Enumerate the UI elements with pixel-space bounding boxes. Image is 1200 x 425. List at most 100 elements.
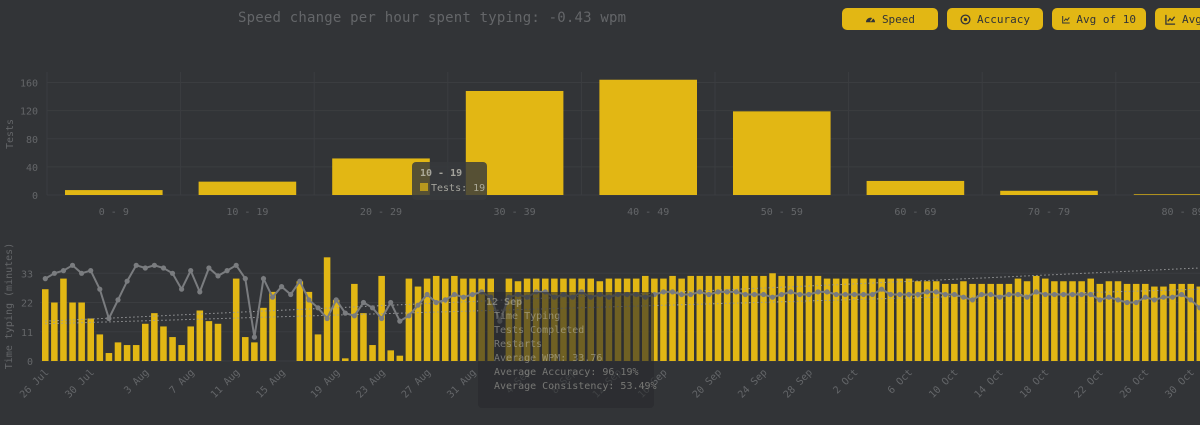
wpm-point bbox=[697, 289, 703, 295]
wpm-point bbox=[851, 291, 858, 298]
wpm-point bbox=[1069, 291, 1076, 298]
wpm-point bbox=[788, 289, 794, 295]
x-tick-label: 23 Aug bbox=[354, 367, 387, 400]
time-typing-bar bbox=[305, 291, 313, 361]
time-typing-bar bbox=[42, 289, 49, 361]
time-typing-bar bbox=[1132, 283, 1140, 361]
wpm-point bbox=[1060, 291, 1067, 298]
time-typing-bar bbox=[351, 283, 358, 361]
wpm-point bbox=[251, 334, 257, 340]
time-typing-bar bbox=[251, 342, 258, 361]
time-typing-bar bbox=[369, 345, 376, 361]
time-typing-bar bbox=[1196, 286, 1200, 361]
wpm-point bbox=[833, 291, 839, 298]
y-tick-label: 40 bbox=[26, 163, 38, 174]
line-chart-icon bbox=[1165, 14, 1176, 25]
time-typing-bar bbox=[323, 257, 331, 361]
time-typing-bar bbox=[51, 302, 58, 361]
hover-tooltip: 10 - 19 Tests: 19 bbox=[412, 162, 487, 200]
accuracy-button[interactable]: Accuracy bbox=[947, 8, 1043, 30]
time-typing-bar bbox=[905, 278, 913, 361]
time-typing-bar bbox=[442, 278, 449, 361]
wpm-point bbox=[242, 276, 248, 282]
target-icon bbox=[960, 13, 971, 25]
wpm-point bbox=[160, 265, 167, 271]
line-chart-icon bbox=[1062, 15, 1070, 23]
avg-of-10-button[interactable]: Avg of 10 bbox=[1052, 8, 1146, 30]
x-tick-label: 22 Oct bbox=[1073, 367, 1106, 400]
speed-button[interactable]: Speed bbox=[842, 8, 938, 30]
wpm-point bbox=[224, 268, 230, 274]
wpm-point bbox=[79, 270, 85, 276]
time-typing-bar bbox=[187, 326, 194, 361]
time-typing-bar bbox=[723, 275, 731, 361]
time-typing-bar bbox=[142, 323, 149, 361]
wpm-point bbox=[715, 289, 721, 295]
time-typing-bar bbox=[714, 275, 722, 361]
wpm-point bbox=[169, 270, 176, 276]
tooltip-line: Tests: 19 bbox=[431, 183, 485, 194]
x-tick-label: 10 - 19 bbox=[226, 207, 268, 218]
x-tick-label: 26 Jul bbox=[18, 367, 51, 400]
time-typing-bar bbox=[751, 275, 758, 361]
x-tick-label: 15 Aug bbox=[254, 367, 287, 400]
time-typing-bar bbox=[987, 283, 994, 361]
speedometer-icon bbox=[865, 17, 876, 22]
time-typing-bar bbox=[232, 278, 240, 361]
wpm-point bbox=[897, 291, 903, 298]
time-typing-bar bbox=[951, 283, 958, 361]
time-typing-bar bbox=[669, 275, 676, 361]
wpm-point bbox=[824, 289, 830, 295]
wpm-point bbox=[469, 291, 476, 298]
wpm-point bbox=[142, 265, 148, 271]
time-typing-bar bbox=[1123, 283, 1131, 361]
wpm-point bbox=[388, 299, 394, 306]
time-typing-bar bbox=[1187, 283, 1194, 361]
wpm-point bbox=[815, 289, 821, 295]
x-tick-label: 30 Jul bbox=[64, 367, 97, 400]
wpm-point bbox=[179, 286, 185, 292]
time-typing-bar bbox=[360, 313, 367, 361]
x-tick-label: 30 Oct bbox=[1164, 367, 1197, 400]
y-tick-label: 80 bbox=[26, 135, 38, 146]
time-typing-bar bbox=[787, 275, 794, 361]
wpm-point bbox=[688, 291, 694, 298]
y-tick-label: 33 bbox=[21, 269, 33, 280]
wpm-point bbox=[406, 313, 412, 319]
time-typing-bar bbox=[160, 326, 167, 361]
wpm-point bbox=[779, 291, 785, 298]
tooltip-box bbox=[478, 292, 654, 408]
time-typing-bar bbox=[814, 275, 822, 361]
time-typing-bar bbox=[96, 334, 104, 361]
histogram-bar bbox=[65, 190, 163, 195]
time-typing-bar bbox=[1060, 281, 1067, 361]
wpm-point bbox=[51, 270, 58, 276]
y-tick-label: 0 bbox=[27, 357, 33, 368]
time-trend-line bbox=[45, 267, 1200, 322]
time-typing-bar bbox=[805, 275, 813, 361]
time-typing-bar bbox=[332, 299, 340, 361]
wpm-point bbox=[106, 315, 112, 322]
tooltip-box bbox=[412, 162, 487, 200]
wpm-point bbox=[288, 291, 294, 298]
time-typing-bar bbox=[932, 281, 940, 361]
wpm-point bbox=[1124, 299, 1130, 306]
avg-button[interactable]: Avg bbox=[1155, 8, 1200, 30]
time-typing-bar bbox=[1160, 286, 1167, 361]
wpm-point bbox=[197, 289, 203, 295]
wpm-point bbox=[433, 299, 439, 306]
wpm-point bbox=[860, 291, 867, 298]
wpm-point bbox=[42, 276, 48, 282]
x-tick-label: 60 - 69 bbox=[894, 207, 936, 218]
wpm-point bbox=[760, 291, 767, 298]
wpm-point bbox=[97, 286, 103, 292]
tooltip-swatch bbox=[420, 183, 428, 191]
time-typing-bar bbox=[132, 345, 140, 361]
time-typing-bar bbox=[214, 323, 222, 361]
tooltip-line: Average WPM: 33.76 bbox=[494, 353, 602, 364]
speed-button-label: Speed bbox=[881, 12, 916, 26]
wpm-trend-line bbox=[45, 288, 1200, 325]
time-typing-bar bbox=[732, 275, 740, 361]
x-tick-label: 27 Aug bbox=[400, 367, 433, 400]
time-typing-bar bbox=[387, 350, 394, 361]
